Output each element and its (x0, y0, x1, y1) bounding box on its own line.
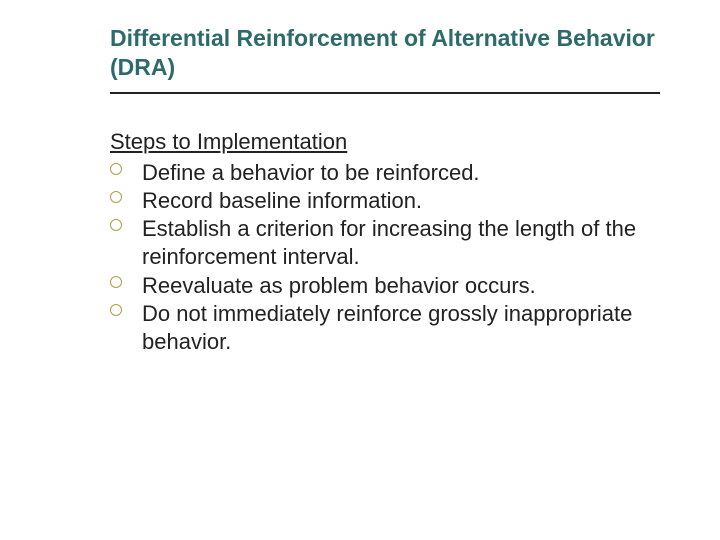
circle-bullet-icon (110, 304, 122, 316)
circle-bullet-icon (110, 219, 122, 231)
bullet-text: Record baseline information. (142, 188, 422, 213)
bullet-text: Do not immediately reinforce grossly ina… (142, 301, 632, 354)
circle-bullet-icon (110, 163, 122, 175)
list-item: Record baseline information. (110, 187, 660, 215)
list-item: Reevaluate as problem behavior occurs. (110, 272, 660, 300)
circle-bullet-icon (110, 191, 122, 203)
slide-title: Differential Reinforcement of Alternativ… (110, 24, 660, 82)
bullet-text: Define a behavior to be reinforced. (142, 160, 480, 185)
list-item: Do not immediately reinforce grossly ina… (110, 300, 660, 356)
bullet-text: Establish a criterion for increasing the… (142, 216, 636, 269)
bullet-text: Reevaluate as problem behavior occurs. (142, 273, 536, 298)
title-rule (110, 92, 660, 94)
bullet-list: Define a behavior to be reinforced. Reco… (110, 159, 660, 356)
subheading: Steps to Implementation (110, 128, 660, 156)
list-item: Define a behavior to be reinforced. (110, 159, 660, 187)
circle-bullet-icon (110, 276, 122, 288)
slide: Differential Reinforcement of Alternativ… (0, 0, 720, 540)
list-item: Establish a criterion for increasing the… (110, 215, 660, 271)
